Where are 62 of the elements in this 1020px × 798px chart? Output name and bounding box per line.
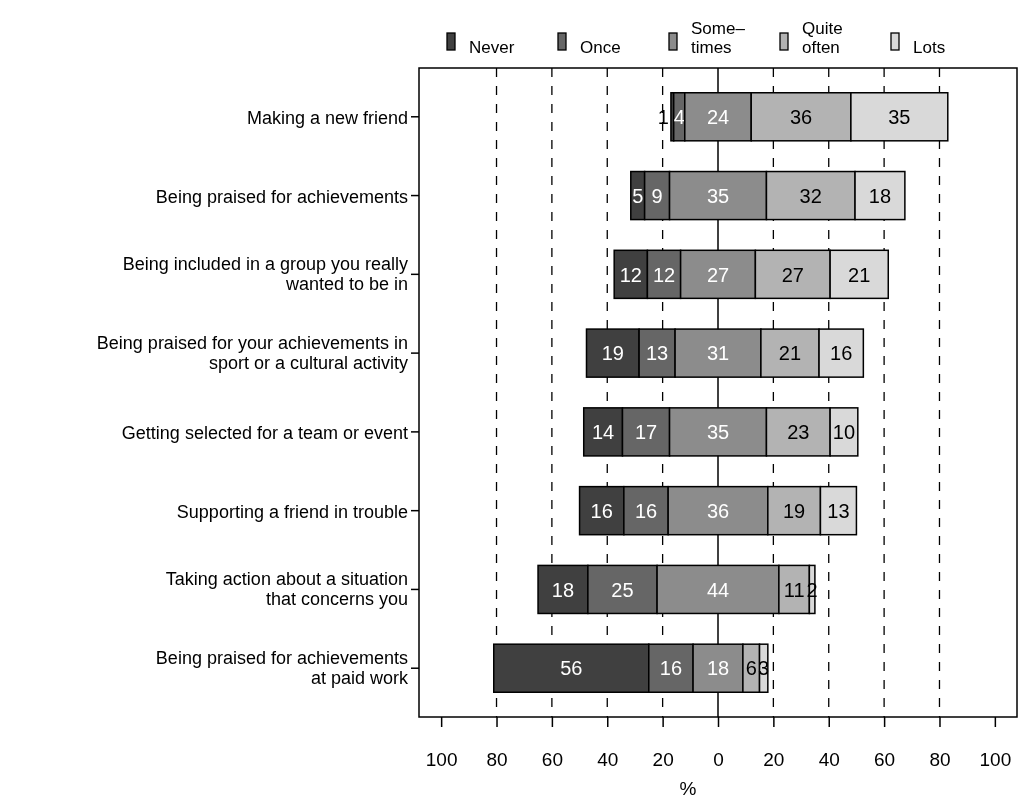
data-label: 16 — [830, 342, 853, 365]
data-label: 44 — [706, 578, 730, 601]
y-tick-label: Getting selected for a team or event — [121, 422, 408, 443]
x-tick-label: 0 — [713, 749, 724, 771]
data-label: 36 — [706, 499, 730, 522]
y-tick-label: Being praised for achievements — [155, 186, 408, 207]
legend-label: Lots — [913, 38, 946, 57]
data-label: 9 — [651, 184, 663, 207]
x-tick-label: 60 — [541, 749, 563, 771]
data-label: 27 — [781, 263, 804, 286]
data-label: 24 — [706, 105, 730, 128]
data-label: 21 — [848, 263, 871, 286]
data-label: 35 — [888, 105, 911, 128]
legend-label: Quite often — [802, 19, 843, 58]
data-label: 18 — [706, 657, 730, 680]
legend-label: Once — [580, 38, 621, 57]
data-label: 35 — [706, 184, 730, 207]
x-tick-label: 100 — [425, 749, 458, 771]
data-label: 6 — [745, 657, 757, 680]
data-label: 14 — [591, 421, 615, 444]
data-label: 11 — [783, 578, 805, 601]
data-label: 13 — [827, 499, 850, 522]
y-tick-label: Being praised for achievements at paid work — [155, 648, 409, 689]
data-label: 19 — [601, 342, 624, 365]
y-tick-label: Taking action about a situation that concerns you — [165, 569, 408, 610]
data-label: 10 — [832, 421, 856, 444]
legend-label: Never — [469, 38, 515, 57]
y-tick-label: Making a new friend — [246, 107, 408, 128]
data-label: 31 — [706, 342, 730, 365]
data-label: 13 — [645, 342, 669, 365]
x-tick-label: 40 — [597, 749, 619, 771]
y-tick-label: Supporting a friend in trouble — [176, 501, 408, 522]
x-tick-label: 80 — [929, 749, 951, 771]
data-label: 36 — [789, 105, 813, 128]
data-label: 5 — [632, 184, 644, 207]
x-tick-label: 20 — [763, 749, 785, 771]
data-label: 16 — [659, 657, 683, 680]
data-label: 16 — [634, 499, 658, 522]
x-tick-label: 80 — [486, 749, 508, 771]
y-tick-label: Being included in a group you really wanted to be in — [122, 254, 408, 295]
x-tick-label: 20 — [652, 749, 674, 771]
data-label: 27 — [706, 263, 730, 286]
data-label: 25 — [611, 578, 634, 601]
x-tick-label: 60 — [874, 749, 896, 771]
data-label: 56 — [560, 657, 583, 680]
data-label: 16 — [590, 499, 613, 522]
data-label: 19 — [783, 499, 806, 522]
data-label: 35 — [706, 421, 730, 444]
data-label: 32 — [799, 184, 822, 207]
data-label: 17 — [634, 421, 658, 444]
data-label: 23 — [787, 421, 810, 444]
x-tick-label: 100 — [979, 749, 1012, 771]
data-label: 12 — [652, 263, 676, 286]
data-label: 12 — [619, 263, 642, 286]
data-label: 21 — [778, 342, 802, 365]
y-tick-label: Being praised for your achievements in sport or a cultural activity — [96, 333, 408, 373]
data-label: 4 — [673, 105, 685, 128]
x-axis-title: % — [679, 778, 697, 798]
data-label: 18 — [551, 578, 575, 601]
data-label: 18 — [868, 184, 892, 207]
x-tick-label: 40 — [818, 749, 840, 771]
legend-label: Some– times — [691, 19, 746, 58]
